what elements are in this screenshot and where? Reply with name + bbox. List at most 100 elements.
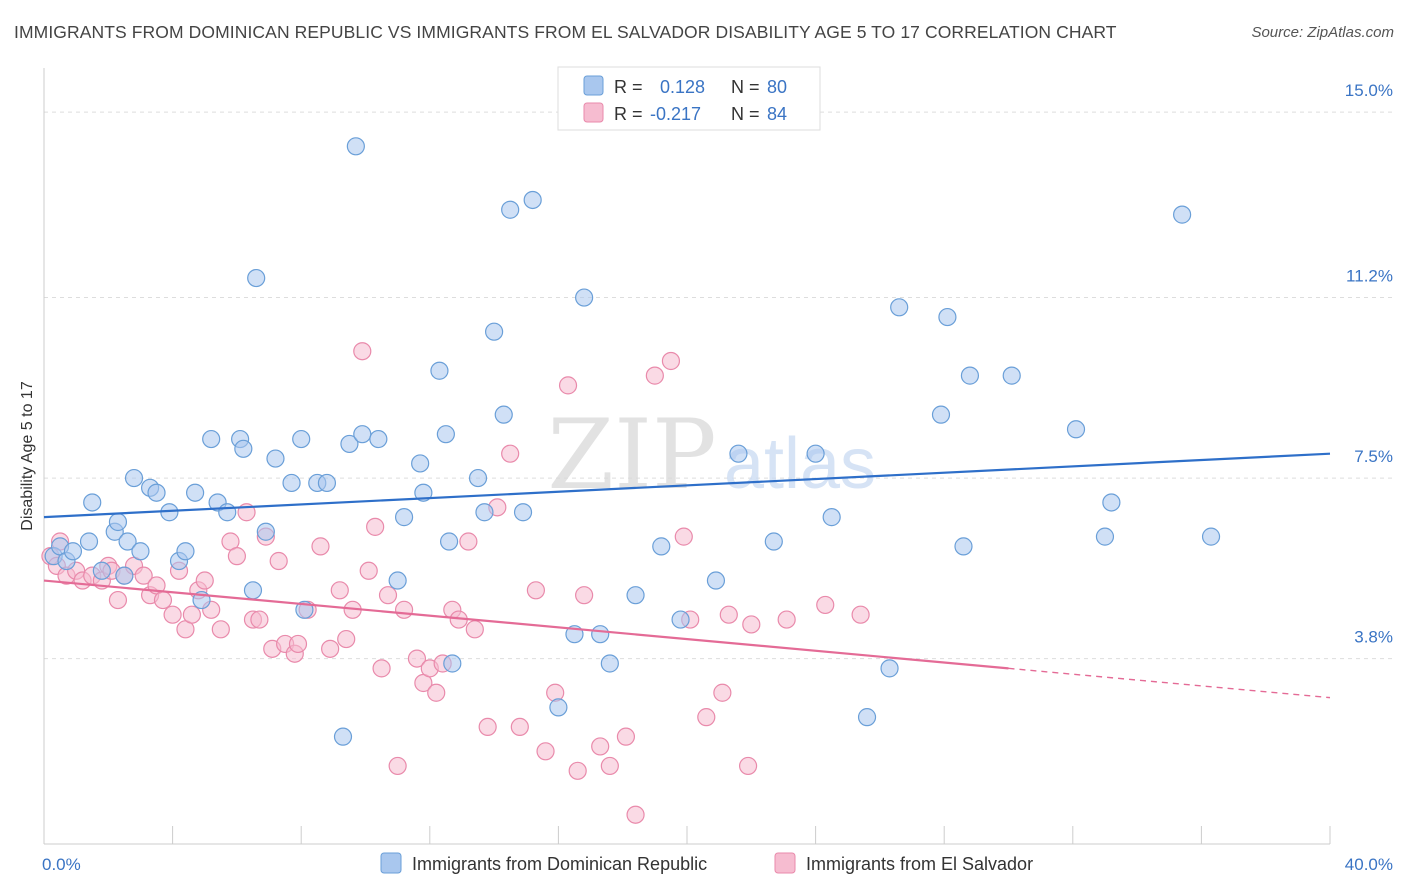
elsalvador-point-78 xyxy=(719,605,738,624)
dominican-point-78 xyxy=(1173,205,1192,224)
elsalvador-point-37 xyxy=(311,537,330,556)
elsalvador-point-60 xyxy=(501,444,520,463)
elsalvador-point-71 xyxy=(626,805,645,824)
dominican-point-75 xyxy=(1066,420,1086,439)
dominican-point-72 xyxy=(954,537,973,556)
watermark: ZIP atlas xyxy=(547,399,876,511)
dominican-point-37 xyxy=(353,425,372,444)
elsalvador-point-81 xyxy=(777,610,796,629)
elsalvador-point-69 xyxy=(600,756,619,776)
dominican-point-35 xyxy=(340,434,359,454)
elsalvador-point-76 xyxy=(697,708,716,727)
dominican-point-73 xyxy=(960,366,980,385)
y-tick-label-1: 7.5% xyxy=(1354,447,1393,466)
elsalvador-point-44 xyxy=(366,517,385,536)
legend-n-value-1: 80 xyxy=(767,77,787,97)
dominican-point-58 xyxy=(600,654,619,673)
x-tick-label-0: 0.0% xyxy=(42,855,81,874)
dominican-point-12 xyxy=(131,542,150,561)
elsalvador-point-70 xyxy=(616,727,636,746)
dominican-point-34 xyxy=(333,727,353,746)
dominican-point-71 xyxy=(938,307,957,327)
dominican-point-4 xyxy=(79,532,99,551)
legend-r-value-1: 0.128 xyxy=(660,77,705,97)
source-label: Source: ZipAtlas.com xyxy=(1251,24,1394,41)
legend-r-label-2: R = xyxy=(614,104,643,124)
elsalvador-point-43 xyxy=(359,561,378,580)
elsalvador-point-83 xyxy=(851,605,870,624)
dominican-point-50 xyxy=(494,405,513,424)
legend-bottom-swatch-blue xyxy=(380,852,402,874)
elsalvador-point-57 xyxy=(465,620,484,639)
dominican-point-25 xyxy=(243,581,263,600)
elsalvador-point-65 xyxy=(558,376,578,395)
elsalvador-point-74 xyxy=(674,527,693,546)
dominican-point-54 xyxy=(549,698,568,717)
elsalvador-point-64 xyxy=(546,683,565,702)
dominican-point-38 xyxy=(369,429,388,449)
dominican-point-46 xyxy=(443,654,462,673)
legend-n-label-2: N = xyxy=(731,104,760,124)
legend-top: R = 0.128 N = 80 R = -0.217 N = 84 xyxy=(557,66,821,131)
legend-bottom-label-1: Immigrants from Dominican Republic xyxy=(412,854,707,874)
dominican-point-66 xyxy=(822,508,841,527)
trend-line-1-dashed xyxy=(1008,667,1331,699)
dominican-point-6 xyxy=(92,561,111,580)
dominican-point-39 xyxy=(388,571,407,590)
dominican-point-26 xyxy=(247,268,266,288)
dominican-point-76 xyxy=(1095,527,1115,546)
chart-title: IMMIGRANTS FROM DOMINICAN REPUBLIC VS IM… xyxy=(14,22,1117,42)
dominican-point-3 xyxy=(63,542,83,561)
grid-layer xyxy=(44,111,1392,660)
watermark-atlas: atlas xyxy=(724,424,876,504)
elsalvador-point-17 xyxy=(163,605,182,624)
elsalvador-point-48 xyxy=(394,600,414,619)
elsalvador-point-39 xyxy=(330,581,349,600)
elsalvador-point-63 xyxy=(536,742,555,761)
elsalvador-point-20 xyxy=(182,605,201,624)
dominican-point-48 xyxy=(475,503,494,522)
dominican-point-47 xyxy=(468,468,488,488)
elsalvador-point-72 xyxy=(645,366,664,385)
dominican-point-62 xyxy=(706,571,726,590)
dominican-point-22 xyxy=(218,503,237,522)
dominican-point-24 xyxy=(234,439,253,458)
elsalvador-point-26 xyxy=(227,547,246,566)
elsalvador-point-22 xyxy=(195,571,214,590)
elsalvador-point-82 xyxy=(816,595,835,615)
dominican-point-56 xyxy=(575,288,594,307)
elsalvador-point-61 xyxy=(510,717,529,737)
dominican-point-77 xyxy=(1102,493,1121,512)
dominican-point-42 xyxy=(414,483,433,502)
trend-line-1-solid xyxy=(43,579,1009,670)
elsalvador-point-40 xyxy=(337,629,356,649)
axis-layer: 3.8% 7.5% 11.2% 15.0% 0.0% 40.0% xyxy=(42,68,1393,874)
legend-n-value-2: 84 xyxy=(767,104,787,124)
elsalvador-point-52 xyxy=(427,683,446,702)
dominican-point-65 xyxy=(806,444,825,463)
elsalvador-point-66 xyxy=(568,761,587,780)
elsalvador-point-29 xyxy=(250,610,269,629)
dominican-point-68 xyxy=(880,659,899,678)
elsalvador-point-42 xyxy=(353,342,372,361)
dominican-point-74 xyxy=(1002,366,1021,385)
trend-layer xyxy=(43,452,1331,699)
elsalvador-point-24 xyxy=(211,620,230,639)
elsalvador-point-67 xyxy=(575,586,594,605)
dominican-point-61 xyxy=(671,610,690,629)
dominican-point-30 xyxy=(292,429,311,449)
elsalvador-point-13 xyxy=(134,566,153,585)
y-tick-label-3: 15.0% xyxy=(1345,81,1393,100)
dominican-point-27 xyxy=(256,522,275,541)
dominican-point-8 xyxy=(108,512,128,532)
elsalvador-point-49 xyxy=(407,649,427,668)
dominican-point-45 xyxy=(439,532,459,551)
dominican-point-36 xyxy=(346,137,365,156)
dominican-point-69 xyxy=(890,298,909,317)
dominican-point-44 xyxy=(436,425,455,444)
elsalvador-point-68 xyxy=(591,737,610,756)
elsalvador-point-56 xyxy=(459,532,478,551)
elsalvador-point-16 xyxy=(153,590,173,610)
elsalvador-point-47 xyxy=(388,756,407,776)
